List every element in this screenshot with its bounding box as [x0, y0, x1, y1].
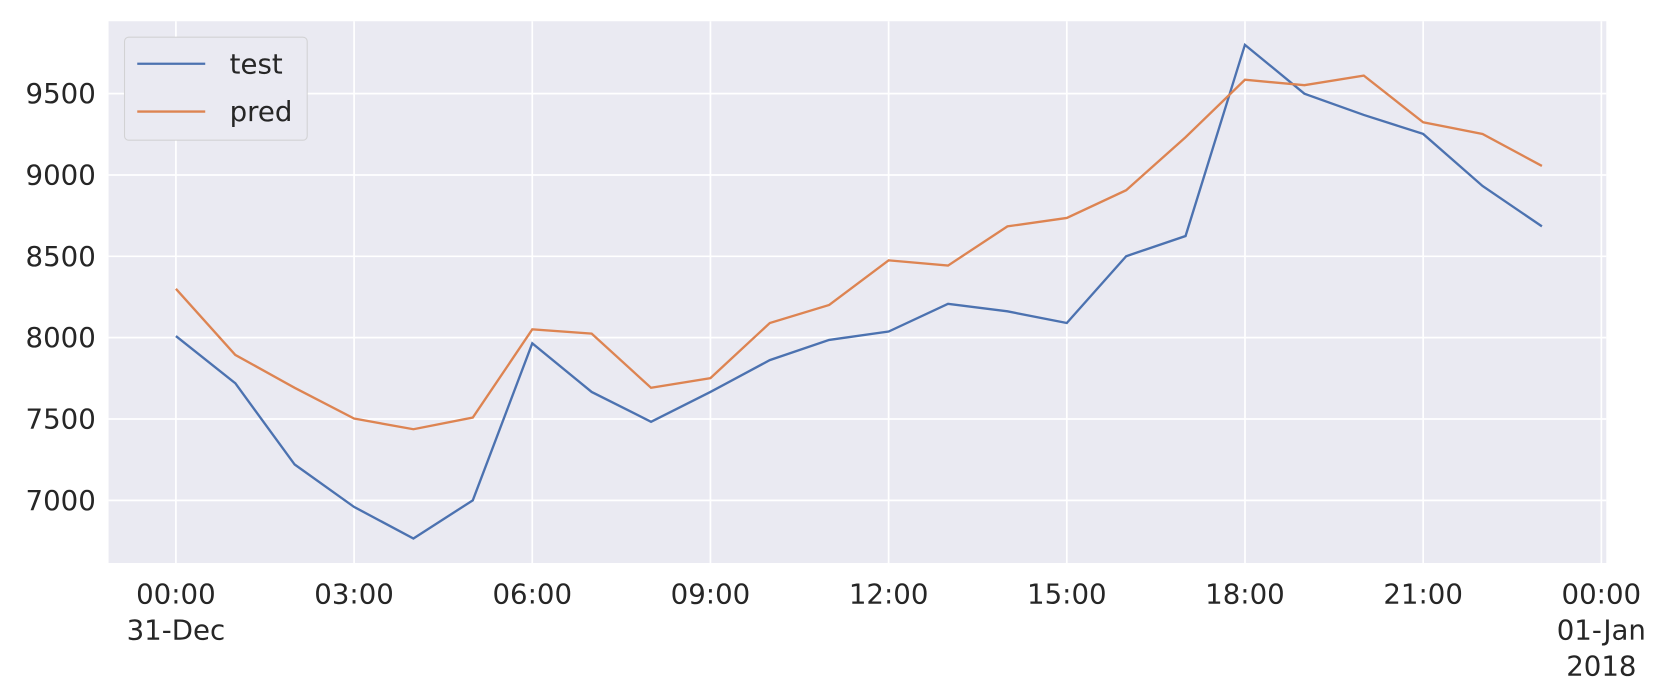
- line-series: [175, 74, 1543, 431]
- x-tick-label: 06:00: [492, 577, 572, 610]
- x-tick-label: 18:00: [1205, 577, 1285, 610]
- x-tick-label: 00:00 01-Jan 2018: [1557, 577, 1646, 682]
- x-tick-label: 09:00: [671, 577, 751, 610]
- legend: test pred: [123, 36, 308, 141]
- legend-label: test: [230, 47, 283, 80]
- y-tick-label: 8000: [26, 321, 96, 354]
- y-tick-label: 9000: [26, 159, 96, 192]
- plot-area: [108, 21, 1607, 563]
- y-tick-label: 9500: [26, 77, 96, 110]
- x-tick-label: 03:00: [314, 577, 394, 610]
- y-tick-label: 7000: [26, 484, 96, 517]
- y-tick-label: 7500: [26, 403, 96, 436]
- x-tick-label: 00:00 31-Dec: [127, 577, 226, 646]
- legend-label: pred: [230, 95, 293, 128]
- x-tick-label: 21:00: [1383, 577, 1463, 610]
- line-series: [175, 42, 1543, 540]
- x-tick-label: 15:00: [1027, 577, 1107, 610]
- x-tick-label: 12:00: [849, 577, 929, 610]
- y-tick-label: 8500: [26, 240, 96, 273]
